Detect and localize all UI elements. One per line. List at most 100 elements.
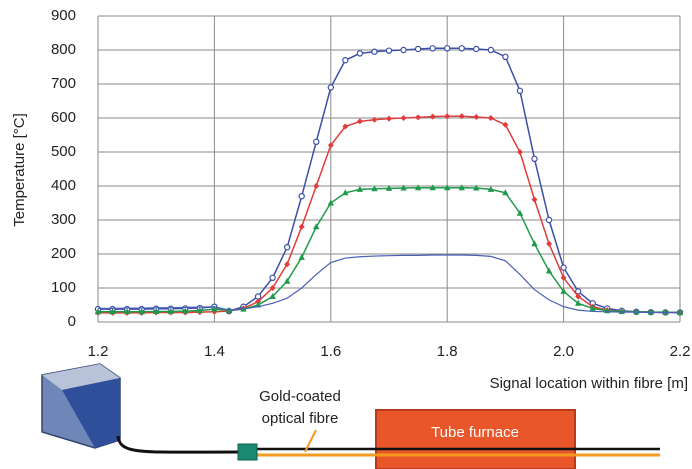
marker (313, 183, 320, 189)
marker (560, 287, 567, 294)
y-axis-title: Temperature [°C] (11, 113, 28, 227)
marker (269, 285, 276, 291)
marker (313, 138, 320, 145)
marker (473, 113, 480, 120)
marker (429, 45, 436, 52)
marker (429, 113, 436, 120)
marker (109, 308, 116, 315)
series-line (98, 254, 680, 314)
series-line (98, 47, 680, 314)
marker (502, 121, 509, 128)
x-axis-title: Signal location within fibre [m] (490, 375, 688, 392)
x-tick-label: 2.2 (670, 343, 691, 360)
marker (487, 185, 495, 192)
marker (444, 113, 451, 120)
marker (298, 253, 305, 260)
marker (444, 184, 451, 191)
device-front (62, 378, 120, 448)
marker (575, 293, 582, 300)
marker (400, 46, 407, 54)
marker (414, 45, 422, 53)
marker (327, 199, 334, 206)
marker (269, 293, 276, 299)
marker (94, 308, 102, 315)
marker (254, 293, 262, 300)
y-tick-label: 400 (51, 177, 76, 194)
marker (516, 149, 523, 155)
tube-furnace (375, 409, 576, 469)
y-tick-label: 0 (68, 313, 76, 330)
marker (560, 274, 567, 281)
y-tick-label: 800 (51, 41, 76, 58)
marker (327, 142, 334, 149)
y-tick-label: 900 (51, 7, 76, 24)
series-line (98, 115, 680, 314)
marker (313, 223, 320, 230)
marker (385, 184, 393, 191)
series-line (98, 186, 681, 314)
marker (458, 45, 465, 52)
marker (516, 209, 524, 216)
marker (662, 308, 669, 315)
marker (429, 184, 436, 191)
marker (371, 48, 378, 55)
marker (633, 308, 640, 315)
marker (647, 308, 655, 315)
x-tick-label: 1.8 (437, 343, 458, 360)
x-tick-label: 1.4 (204, 343, 225, 360)
illustration (41, 363, 660, 469)
marker (269, 274, 276, 281)
marker (356, 185, 364, 192)
fibre-label: optical fibre (262, 410, 339, 427)
y-tick-label: 700 (51, 75, 76, 92)
connector (237, 443, 258, 461)
device-top (42, 364, 120, 390)
marker (327, 84, 334, 91)
marker (473, 45, 480, 53)
marker (414, 184, 422, 191)
marker (284, 261, 291, 268)
marker (386, 115, 392, 122)
marker (356, 50, 364, 57)
marker (444, 45, 451, 52)
x-tick-label: 1.6 (320, 343, 341, 360)
marker (400, 115, 407, 121)
marker (283, 277, 291, 284)
marker (531, 240, 538, 247)
marker (560, 264, 567, 271)
marker (458, 113, 465, 120)
marker (153, 307, 160, 314)
cable (116, 435, 241, 454)
marker (531, 155, 538, 162)
marker (589, 304, 596, 311)
marker (546, 240, 553, 247)
marker (196, 306, 204, 313)
marker (371, 185, 378, 192)
y-tick-label: 500 (51, 143, 76, 160)
marker (298, 192, 305, 200)
marker (415, 114, 422, 121)
x-tick-label: 2.0 (553, 343, 574, 360)
y-tick-label: 300 (51, 211, 76, 228)
marker (487, 46, 495, 54)
marker (487, 115, 494, 121)
marker (458, 184, 465, 191)
marker (545, 267, 553, 274)
marker (342, 123, 349, 130)
marker (138, 308, 145, 315)
marker (502, 53, 509, 61)
y-tick-label: 100 (51, 279, 76, 296)
marker (342, 189, 349, 196)
marker (123, 308, 131, 315)
marker (283, 243, 291, 251)
fibre-label: Gold-coated (259, 388, 341, 405)
x-tick-label: 1.2 (88, 343, 109, 360)
marker (473, 184, 480, 191)
marker (371, 116, 378, 123)
marker (400, 184, 407, 191)
arrow (304, 429, 317, 453)
y-tick-label: 600 (51, 109, 76, 126)
marker (531, 196, 538, 203)
y-tick-label: 200 (51, 245, 76, 262)
